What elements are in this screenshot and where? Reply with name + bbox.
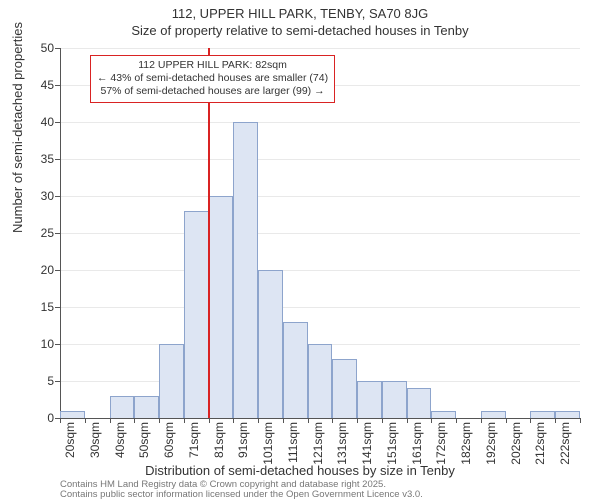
x-tick-mark [184, 418, 185, 423]
y-tick-label: 50 [41, 41, 54, 55]
x-tick-mark [357, 418, 358, 423]
x-tick-mark [308, 418, 309, 423]
y-tick-mark [55, 270, 60, 271]
x-tick-mark [580, 418, 581, 423]
x-tick-mark [159, 418, 160, 423]
x-tick-label: 60sqm [162, 422, 176, 458]
y-tick-mark [55, 307, 60, 308]
y-axis-label: Number of semi-detached properties [10, 22, 25, 233]
x-tick-mark [456, 418, 457, 423]
x-tick-mark [134, 418, 135, 423]
x-tick-label: 40sqm [113, 422, 127, 458]
x-tick-mark [555, 418, 556, 423]
y-tick-mark [55, 159, 60, 160]
y-tick-label: 35 [41, 152, 54, 166]
x-tick-label: 131sqm [335, 422, 349, 465]
x-tick-label: 141sqm [360, 422, 374, 465]
x-tick-mark [233, 418, 234, 423]
x-tick-label: 192sqm [484, 422, 498, 465]
chart-footer: Contains HM Land Registry data © Crown c… [60, 480, 423, 501]
y-tick-mark [55, 48, 60, 49]
y-tick-label: 45 [41, 78, 54, 92]
y-tick-label: 20 [41, 263, 54, 277]
x-tick-label: 172sqm [434, 422, 448, 465]
x-tick-mark [382, 418, 383, 423]
x-tick-label: 30sqm [88, 422, 102, 458]
y-tick-label: 0 [47, 411, 54, 425]
x-tick-label: 20sqm [63, 422, 77, 458]
x-axis-label: Distribution of semi-detached houses by … [0, 463, 600, 478]
x-tick-label: 151sqm [385, 422, 399, 465]
x-tick-label: 121sqm [311, 422, 325, 465]
x-tick-label: 212sqm [533, 422, 547, 465]
x-tick-label: 161sqm [410, 422, 424, 465]
y-tick-label: 15 [41, 300, 54, 314]
callout-line2: ← 43% of semi-detached houses are smalle… [97, 72, 328, 85]
plot-area: 112 UPPER HILL PARK: 82sqm← 43% of semi-… [60, 48, 580, 418]
x-tick-mark [407, 418, 408, 423]
callout-annotation-box: 112 UPPER HILL PARK: 82sqm← 43% of semi-… [90, 55, 335, 103]
x-tick-mark [60, 418, 61, 423]
callout-line1: 112 UPPER HILL PARK: 82sqm [97, 59, 328, 72]
x-tick-mark [283, 418, 284, 423]
y-tick-mark [55, 344, 60, 345]
x-tick-label: 81sqm [212, 422, 226, 458]
y-tick-label: 30 [41, 189, 54, 203]
y-tick-label: 10 [41, 337, 54, 351]
x-tick-mark [431, 418, 432, 423]
x-tick-label: 71sqm [187, 422, 201, 458]
x-tick-mark [530, 418, 531, 423]
y-tick-label: 40 [41, 115, 54, 129]
x-tick-mark [209, 418, 210, 423]
x-tick-mark [332, 418, 333, 423]
x-tick-label: 222sqm [558, 422, 572, 465]
x-tick-mark [85, 418, 86, 423]
callout-reference-line [208, 48, 210, 418]
y-tick-mark [55, 122, 60, 123]
x-tick-label: 202sqm [509, 422, 523, 465]
x-tick-mark [506, 418, 507, 423]
chart-title-line1: 112, UPPER HILL PARK, TENBY, SA70 8JG [0, 6, 600, 21]
chart-title-block: 112, UPPER HILL PARK, TENBY, SA70 8JG Si… [0, 6, 600, 38]
chart-title-line2: Size of property relative to semi-detach… [0, 23, 600, 38]
y-tick-mark [55, 196, 60, 197]
callout-layer: 112 UPPER HILL PARK: 82sqm← 43% of semi-… [60, 48, 580, 418]
x-tick-mark [258, 418, 259, 423]
chart-container: 112, UPPER HILL PARK, TENBY, SA70 8JG Si… [0, 0, 600, 500]
x-tick-label: 50sqm [137, 422, 151, 458]
y-tick-mark [55, 381, 60, 382]
y-tick-label: 5 [47, 374, 54, 388]
x-tick-mark [481, 418, 482, 423]
x-tick-label: 91sqm [236, 422, 250, 458]
x-tick-label: 101sqm [261, 422, 275, 465]
x-tick-label: 111sqm [286, 422, 300, 463]
y-tick-mark [55, 85, 60, 86]
x-tick-mark [110, 418, 111, 423]
y-tick-label: 25 [41, 226, 54, 240]
y-tick-mark [55, 233, 60, 234]
x-tick-label: 182sqm [459, 422, 473, 465]
footer-line2: Contains public sector information licen… [60, 490, 423, 500]
gridline [60, 418, 580, 419]
callout-line3: 57% of semi-detached houses are larger (… [97, 85, 328, 98]
